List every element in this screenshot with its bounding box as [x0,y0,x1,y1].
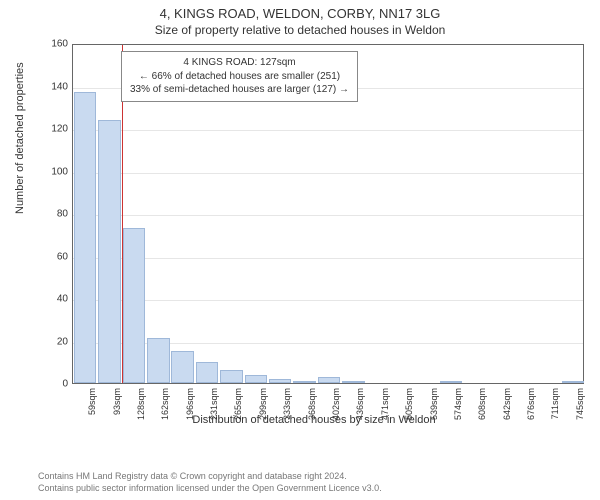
x-tick-label: 402sqm [331,388,341,420]
histogram-bar [293,381,315,383]
x-tick-label: 93sqm [112,388,122,415]
x-tick-label: 368sqm [307,388,317,420]
histogram-bar [171,351,193,383]
annotation-line3: 33% of semi-detached houses are larger (… [130,83,349,97]
x-tick-label: 608sqm [477,388,487,420]
chart-container: Number of detached properties 4 KINGS RO… [44,44,584,424]
x-tick-label: 333sqm [282,388,292,420]
histogram-bar [123,228,145,383]
histogram-bar [147,338,169,383]
y-tick-label: 20 [42,336,68,347]
y-tick-label: 60 [42,251,68,262]
x-tick-label: 265sqm [233,388,243,420]
y-tick-label: 80 [42,209,68,220]
title-block: 4, KINGS ROAD, WELDON, CORBY, NN17 3LG S… [0,0,600,37]
x-tick-label: 574sqm [453,388,463,420]
x-tick-label: 128sqm [136,388,146,420]
x-tick-label: 436sqm [355,388,365,420]
y-tick-label: 100 [42,166,68,177]
histogram-bar [220,370,242,383]
x-tick-label: 162sqm [160,388,170,420]
annotation-line1: 4 KINGS ROAD: 127sqm [130,56,349,70]
credits: Contains HM Land Registry data © Crown c… [38,470,382,494]
gridline [73,173,583,174]
x-tick-label: 299sqm [258,388,268,420]
credits-line1: Contains HM Land Registry data © Crown c… [38,470,382,482]
x-tick-label: 505sqm [404,388,414,420]
gridline [73,130,583,131]
x-tick-label: 745sqm [575,388,585,420]
x-tick-label: 471sqm [380,388,390,420]
y-tick-label: 120 [42,124,68,135]
gridline [73,300,583,301]
annotation-box: 4 KINGS ROAD: 127sqm ← 66% of detached h… [121,51,358,102]
x-tick-label: 642sqm [502,388,512,420]
histogram-bar [269,379,291,383]
histogram-bar [196,362,218,383]
y-tick-label: 140 [42,81,68,92]
plot-area: 4 KINGS ROAD: 127sqm ← 66% of detached h… [72,44,584,384]
credits-line2: Contains public sector information licen… [38,482,382,494]
x-tick-label: 711sqm [550,388,560,419]
histogram-bar [342,381,364,383]
x-tick-label: 231sqm [209,388,219,420]
histogram-bar [74,92,96,383]
histogram-bar [440,381,462,383]
y-tick-label: 40 [42,294,68,305]
x-tick-label: 59sqm [87,388,97,415]
y-tick-label: 0 [42,379,68,390]
y-tick-label: 160 [42,39,68,50]
title-address: 4, KINGS ROAD, WELDON, CORBY, NN17 3LG [0,6,600,21]
title-subtitle: Size of property relative to detached ho… [0,23,600,37]
gridline [73,215,583,216]
annotation-line2: ← 66% of detached houses are smaller (25… [130,70,349,84]
histogram-bar [245,375,267,384]
x-tick-label: 539sqm [429,388,439,420]
y-axis-label: Number of detached properties [14,62,26,214]
histogram-bar [98,120,120,384]
histogram-bar [562,381,584,383]
x-tick-label: 676sqm [526,388,536,420]
gridline [73,258,583,259]
x-tick-label: 196sqm [185,388,195,420]
histogram-bar [318,377,340,383]
